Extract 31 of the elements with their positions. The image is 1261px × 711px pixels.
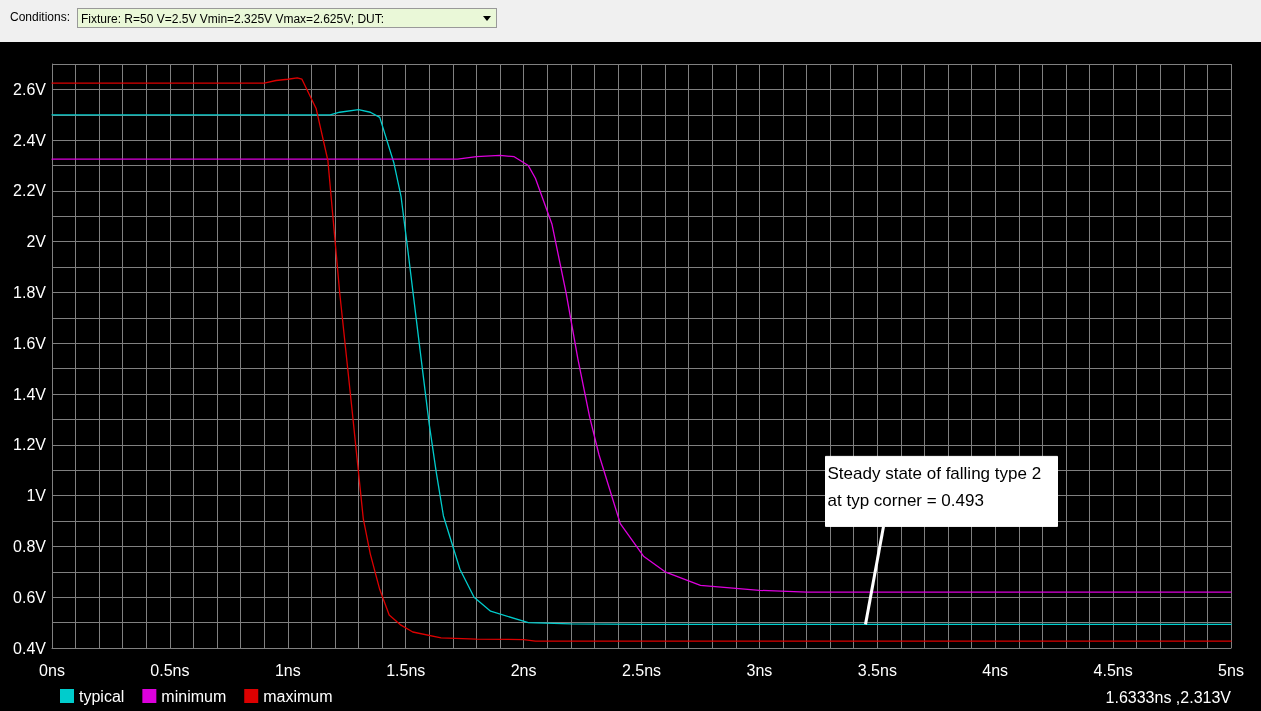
legend-label: maximum: [263, 687, 333, 705]
y-tick-label: 2.2V: [13, 182, 47, 200]
y-tick-label: 0.6V: [13, 588, 47, 606]
x-tick-label: 4.5ns: [1093, 661, 1133, 679]
x-tick-label: 5ns: [1218, 661, 1244, 679]
legend-label: minimum: [161, 687, 227, 705]
y-tick-label: 2V: [26, 233, 47, 251]
x-tick-label: 2.5ns: [621, 661, 662, 679]
y-tick-label: 1.2V: [13, 436, 47, 454]
x-tick-label: 1ns: [274, 661, 301, 679]
y-tick-label: 2.4V: [13, 131, 47, 149]
x-tick-label: 4ns: [982, 661, 1009, 679]
y-tick-label: 1.8V: [13, 284, 47, 302]
text: Fixture: R=50 V=2.5V Vmin=2.325V Vmax=2.625V; DUT:: [81, 12, 385, 26]
y-tick-label: 2.6V: [13, 80, 47, 98]
y-tick-label: 1.4V: [13, 385, 47, 403]
x-tick-label: 0.5ns: [150, 661, 190, 679]
y-tick-label: 0.8V: [13, 537, 47, 555]
y-tick-label: 1.6V: [13, 334, 47, 352]
legend-label: typical: [79, 687, 125, 705]
annotation: Steady state of falling type 2 at typ corner = 0.493: [827, 464, 1046, 511]
line-series: [51, 154, 1232, 593]
text: 1.6333ns ,2.313V: [1105, 689, 1231, 707]
x-tick-label: 3.5ns: [857, 661, 897, 679]
y-tick-label: 0.4V: [13, 639, 47, 657]
y-tick-label: 1V: [26, 487, 47, 505]
x-tick-label: 0ns: [39, 661, 65, 679]
x-tick-label: 1.5ns: [386, 661, 426, 679]
x-tick-label: 3ns: [746, 661, 773, 679]
text: Conditions:: [10, 10, 71, 24]
x-tick-label: 2ns: [510, 661, 537, 679]
